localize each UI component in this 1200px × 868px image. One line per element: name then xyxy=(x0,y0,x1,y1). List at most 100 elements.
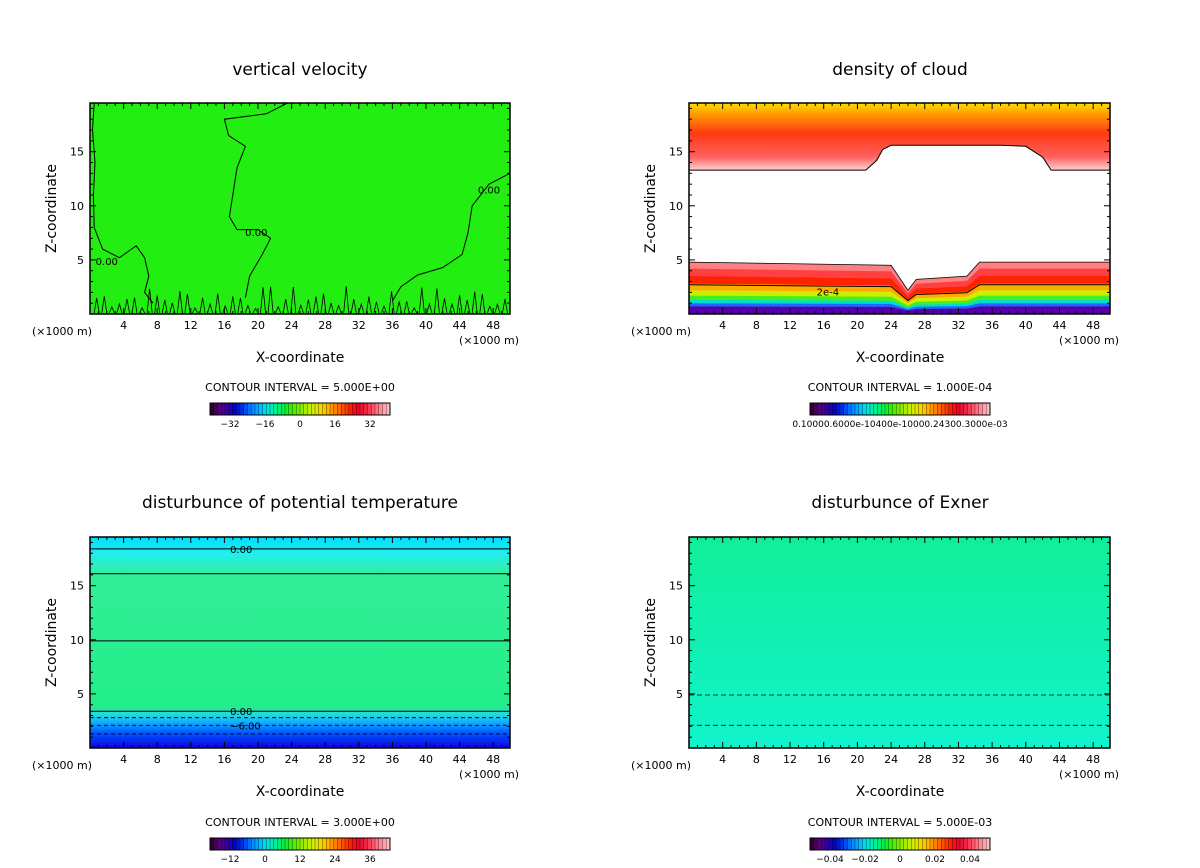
colorbar-tick-label: −0.04 xyxy=(816,855,844,865)
y-tick-label: 15 xyxy=(669,146,683,159)
colorbar-cell xyxy=(828,837,833,851)
colorbar-cell xyxy=(348,402,353,416)
colorbar-cell xyxy=(348,837,353,851)
colorbar-cell xyxy=(948,837,953,851)
colorbar-cell xyxy=(329,837,335,851)
x-tick-label: 4 xyxy=(120,753,127,766)
colorbar-cell xyxy=(374,402,380,416)
x-unit-right: (×1000 m) xyxy=(459,334,519,347)
colorbar-cell xyxy=(974,402,980,416)
x-unit-left: (×1000 m) xyxy=(32,325,92,338)
x-tick-label: 40 xyxy=(1019,319,1033,332)
x-tick-label: 28 xyxy=(918,319,932,332)
x-tick-label: 8 xyxy=(753,319,760,332)
colorbar-cell xyxy=(926,837,931,851)
x-tick-label: 44 xyxy=(1052,319,1066,332)
contour-label: 0.00 xyxy=(230,545,252,556)
chart-title: vertical velocity xyxy=(232,60,367,80)
x-axis-label: X-coordinate xyxy=(256,350,345,366)
x-tick-label: 32 xyxy=(951,319,965,332)
colorbar-cell xyxy=(836,837,841,851)
colorbar-cell xyxy=(337,402,342,416)
colorbar-cell xyxy=(311,837,316,851)
x-tick-label: 12 xyxy=(184,753,198,766)
colorbar-cell xyxy=(209,837,215,851)
x-tick-label: 36 xyxy=(385,753,399,766)
colorbar-cell xyxy=(929,402,935,416)
colorbar-cell xyxy=(314,402,320,416)
colorbar-cell xyxy=(359,837,365,851)
colorbar-cell xyxy=(888,837,893,851)
x-unit-left: (×1000 m) xyxy=(631,325,691,338)
colorbar-cell xyxy=(959,402,965,416)
colorbar-cell xyxy=(922,837,927,851)
x-tick-label: 48 xyxy=(486,319,500,332)
colorbar-cell xyxy=(273,837,278,851)
x-unit-right: (×1000 m) xyxy=(1059,768,1119,781)
y-tick-label: 15 xyxy=(70,580,84,593)
x-tick-label: 36 xyxy=(385,319,399,332)
y-tick-label: 5 xyxy=(676,254,683,267)
colorbar-cell xyxy=(956,837,961,851)
colorbar-tick-label: 36 xyxy=(364,855,376,865)
colorbar-cell xyxy=(367,837,372,851)
colorbar-cell xyxy=(378,402,383,416)
colorbar-cell xyxy=(288,402,293,416)
colorbar-cell xyxy=(899,402,905,416)
colorbar-cell xyxy=(929,837,935,851)
colorbar-cell xyxy=(873,837,878,851)
colorbar-cell xyxy=(959,837,965,851)
colorbar-cell xyxy=(228,837,233,851)
colorbar-cell xyxy=(941,402,946,416)
colorbar-cell xyxy=(273,402,278,416)
contour-line xyxy=(391,172,510,302)
contour-interval: CONTOUR INTERVAL = 3.000E+00 xyxy=(205,816,395,829)
colorbar-cell xyxy=(866,402,871,416)
colorbar: −32 −16 0 16 32 xyxy=(209,402,391,430)
x-tick-label: 16 xyxy=(217,319,231,332)
y-tick-label: 5 xyxy=(77,254,84,267)
colorbar-cell xyxy=(374,837,380,851)
colorbar-cell xyxy=(967,402,972,416)
colorbar-cell xyxy=(836,402,841,416)
colorbar-cell xyxy=(937,837,942,851)
colorbar-cell xyxy=(251,837,256,851)
colorbar-cell xyxy=(974,837,980,851)
colorbar-cell xyxy=(892,402,897,416)
x-tick-label: 20 xyxy=(850,319,864,332)
x-tick-label: 24 xyxy=(285,753,299,766)
field-fill xyxy=(90,537,510,748)
colorbar-cell xyxy=(213,402,218,416)
colorbar-cell xyxy=(877,402,882,416)
x-tick-label: 36 xyxy=(985,753,999,766)
cloud-band xyxy=(689,306,1110,314)
plot-area xyxy=(90,103,510,314)
plot-area xyxy=(689,103,1110,314)
colorbar-cell xyxy=(862,402,867,416)
colorbar-tick-label: 0 xyxy=(297,420,303,430)
contour-label: 2e-4 xyxy=(817,287,840,298)
x-tick-label: 20 xyxy=(251,753,265,766)
field-fill xyxy=(90,103,510,314)
contour-line xyxy=(223,103,288,298)
colorbar-cell xyxy=(277,402,282,416)
colorbar-cell xyxy=(266,837,271,851)
colorbar-cell xyxy=(322,837,327,851)
colorbar-cell xyxy=(824,837,830,851)
x-axis-label: X-coordinate xyxy=(856,350,945,366)
colorbar-cell xyxy=(299,402,305,416)
colorbar-cell xyxy=(858,402,863,416)
colorbar-cell xyxy=(232,402,237,416)
plot-area xyxy=(689,537,1110,748)
colorbar-cell xyxy=(217,402,222,416)
y-axis-label: Z-coordinate xyxy=(643,598,659,687)
colorbar-cell xyxy=(344,837,350,851)
x-tick-label: 16 xyxy=(817,753,831,766)
x-tick-label: 48 xyxy=(1086,753,1100,766)
colorbar-cell xyxy=(967,837,972,851)
colorbar-cell xyxy=(236,837,241,851)
x-tick-label: 40 xyxy=(1019,753,1033,766)
x-tick-label: 4 xyxy=(719,753,726,766)
x-tick-label: 20 xyxy=(850,753,864,766)
